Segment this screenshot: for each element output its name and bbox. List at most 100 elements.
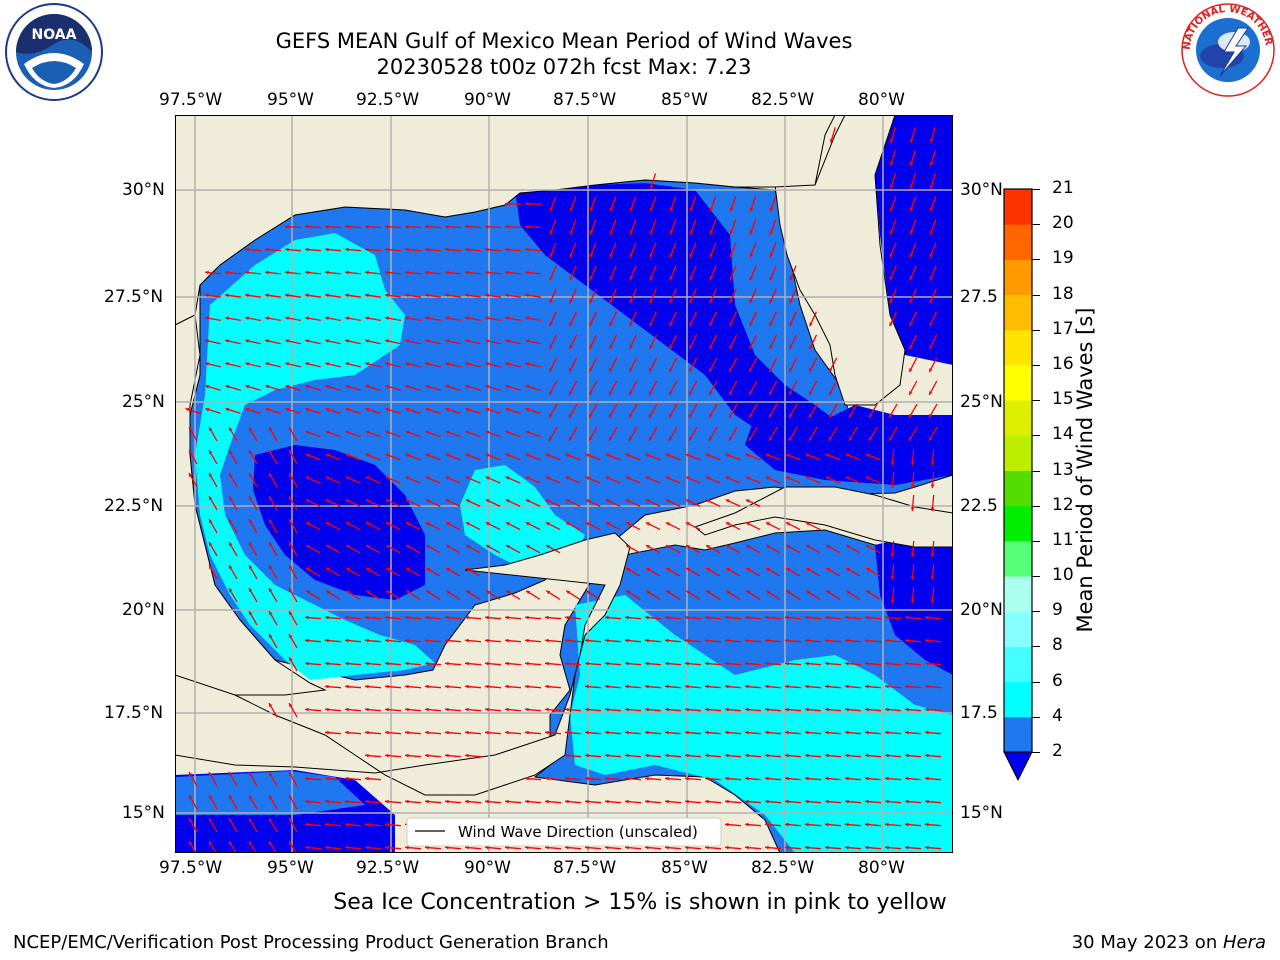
wind-arrow-head bbox=[925, 684, 929, 689]
wind-arrow-head bbox=[925, 730, 929, 735]
wind-arrow-head bbox=[385, 362, 390, 366]
wind-arrow-head bbox=[505, 270, 509, 275]
wind-arrow-head bbox=[929, 299, 933, 304]
wind-arrow-head bbox=[229, 818, 233, 823]
wind-arrow-head bbox=[569, 391, 573, 395]
wind-arrow-head bbox=[905, 822, 909, 827]
wind-arrow-head bbox=[925, 822, 929, 827]
wind-arrow-head bbox=[645, 499, 650, 503]
wind-arrow-head bbox=[769, 345, 773, 350]
map-area: Wind Wave Direction (unscaled) bbox=[175, 115, 953, 853]
wind-arrow-head bbox=[805, 476, 810, 480]
wind-arrow-head bbox=[765, 684, 769, 689]
wind-arrow-head bbox=[345, 638, 349, 643]
wind-arrow-head bbox=[925, 845, 929, 850]
wind-arrow-head bbox=[929, 253, 934, 258]
wind-arrow-head bbox=[585, 799, 589, 804]
wind-arrow-head bbox=[785, 845, 789, 850]
wind-arrow-head bbox=[725, 476, 730, 480]
wind-arrow-head bbox=[265, 407, 270, 412]
wind-arrow-head bbox=[285, 407, 290, 412]
wind-arrow-head bbox=[285, 247, 289, 252]
colorbar-segment bbox=[1004, 364, 1032, 401]
wind-arrow-head bbox=[525, 384, 530, 389]
colorbar-segment bbox=[1004, 224, 1032, 260]
wind-arrow-head bbox=[909, 345, 913, 350]
wind-arrow-head bbox=[769, 299, 773, 304]
wind-arrow-head bbox=[825, 799, 829, 804]
wind-arrow-head bbox=[465, 224, 469, 229]
wind-arrow-head bbox=[385, 615, 389, 620]
wind-arrow-head bbox=[649, 322, 653, 327]
wind-arrow-head bbox=[725, 522, 730, 526]
wind-arrow-head bbox=[405, 661, 409, 666]
wind-arrow-head bbox=[446, 567, 451, 572]
wind-arrow-head bbox=[229, 496, 233, 501]
wind-arrow-head bbox=[366, 590, 371, 595]
wind-arrow-head bbox=[325, 316, 329, 321]
wind-arrow-head bbox=[305, 522, 310, 526]
wind-arrow-head bbox=[549, 276, 553, 281]
wind-arrow-head bbox=[269, 427, 273, 432]
wind-arrow-head bbox=[189, 818, 193, 823]
wind-arrow-head bbox=[625, 615, 629, 620]
wind-arrow-head bbox=[789, 299, 793, 304]
wind-arrow-head bbox=[889, 276, 893, 281]
wind-arrow-head bbox=[805, 453, 810, 458]
wind-arrow-head bbox=[465, 476, 470, 480]
wind-arrow-head bbox=[445, 753, 449, 758]
wind-arrow-head bbox=[629, 253, 634, 258]
wind-arrow-head bbox=[545, 638, 549, 643]
wind-arrow-head bbox=[385, 845, 389, 850]
wind-arrow-head bbox=[525, 522, 530, 526]
wind-arrow-head bbox=[868, 436, 873, 441]
wind-arrow-head bbox=[629, 345, 633, 350]
wind-arrow-head bbox=[445, 845, 449, 850]
wind-arrow-head bbox=[245, 270, 249, 275]
wind-arrow-head bbox=[786, 567, 791, 572]
wind-arrow-head bbox=[445, 799, 449, 804]
wind-arrow-head bbox=[565, 707, 569, 712]
wind-arrow-head bbox=[565, 753, 569, 758]
wind-arrow-head bbox=[729, 207, 734, 212]
wind-arrow-head bbox=[709, 230, 714, 235]
wind-arrow-head bbox=[805, 776, 809, 781]
wind-arrow-head bbox=[425, 224, 429, 229]
wind-arrow-head bbox=[785, 661, 789, 666]
wind-arrow-head bbox=[345, 384, 350, 389]
wind-arrow-head bbox=[525, 202, 529, 206]
wind-arrow-head bbox=[585, 707, 589, 712]
wind-arrow-head bbox=[649, 184, 654, 189]
wind-arrow-head bbox=[465, 270, 469, 275]
wind-arrow-head bbox=[665, 453, 670, 458]
wind-arrow-head bbox=[785, 799, 789, 804]
wind-arrow-head bbox=[365, 453, 370, 458]
wind-arrow-head bbox=[645, 476, 650, 480]
wind-arrow-head bbox=[505, 293, 509, 298]
wind-arrow-head bbox=[689, 230, 694, 235]
wind-arrow-head bbox=[229, 565, 233, 570]
wind-arrow-head bbox=[365, 362, 370, 366]
wind-arrow-head bbox=[646, 567, 651, 572]
wind-arrow-head bbox=[625, 499, 630, 503]
wind-arrow-head bbox=[545, 661, 549, 666]
wind-arrow-head bbox=[688, 436, 693, 441]
wind-arrow-head bbox=[785, 776, 789, 781]
wind-arrow-head bbox=[746, 545, 750, 549]
wind-arrow-head bbox=[565, 845, 569, 850]
wind-arrow-head bbox=[745, 638, 749, 643]
wind-arrow-head bbox=[705, 799, 709, 804]
wind-arrow-head bbox=[505, 224, 509, 229]
wind-arrow-head bbox=[306, 590, 311, 595]
wind-arrow-head bbox=[385, 270, 389, 275]
wind-arrow-head bbox=[669, 276, 673, 281]
wind-arrow-head bbox=[345, 362, 350, 366]
wind-arrow-head bbox=[885, 615, 889, 620]
wind-arrow-head bbox=[405, 339, 409, 343]
wind-arrow-head bbox=[585, 684, 589, 689]
wind-arrow-head bbox=[805, 845, 809, 850]
wind-arrow-head bbox=[769, 322, 773, 327]
wind-arrow-head bbox=[929, 345, 933, 350]
colorbar-tick-label: 8 bbox=[1052, 635, 1063, 656]
wind-arrow-head bbox=[729, 230, 734, 235]
